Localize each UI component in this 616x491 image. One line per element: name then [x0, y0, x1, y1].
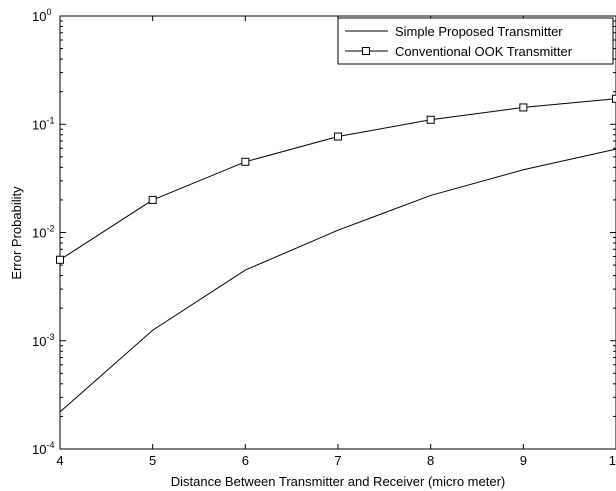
- series-layer: [56, 94, 616, 413]
- data-point: [56, 255, 64, 264]
- x-axis-label: Distance Between Transmitter and Receive…: [171, 474, 506, 489]
- y-axis-label: Error Probability: [9, 186, 24, 280]
- y-tick-label: 10-2: [32, 224, 54, 241]
- legend-box: [337, 17, 614, 65]
- legend-label-conventional-ook: Conventional OOK Transmitter: [395, 44, 573, 59]
- data-point: [426, 115, 435, 124]
- x-tick-label: 6: [242, 453, 249, 468]
- y-tick-label: 10-1: [32, 115, 54, 132]
- y-tick-label: 10-3: [32, 332, 54, 349]
- x-tick-label: 7: [334, 453, 341, 468]
- y-tick-label: 100: [32, 7, 51, 24]
- legend: Simple Proposed Transmitter Conventional…: [337, 17, 614, 65]
- y-axis-ticks: 10-4 10-3 10-2 10-1 100: [32, 7, 616, 457]
- data-point: [148, 195, 157, 204]
- y-tick-label: 10-4: [32, 440, 54, 457]
- x-tick-label: 8: [427, 453, 434, 468]
- x-tick-label: 10: [609, 453, 616, 468]
- series-line-0: [59, 148, 616, 413]
- x-tick-label: 5: [149, 453, 156, 468]
- data-point: [519, 103, 528, 112]
- data-point: [612, 94, 616, 103]
- legend-label-simple-proposed: Simple Proposed Transmitter: [395, 24, 563, 39]
- x-tick-label: 9: [520, 453, 527, 468]
- data-point: [334, 132, 342, 141]
- x-tick-label: 4: [56, 453, 63, 468]
- plot-area: [59, 15, 616, 450]
- data-point: [241, 157, 250, 166]
- legend-marker-conventional-ook: [362, 47, 370, 55]
